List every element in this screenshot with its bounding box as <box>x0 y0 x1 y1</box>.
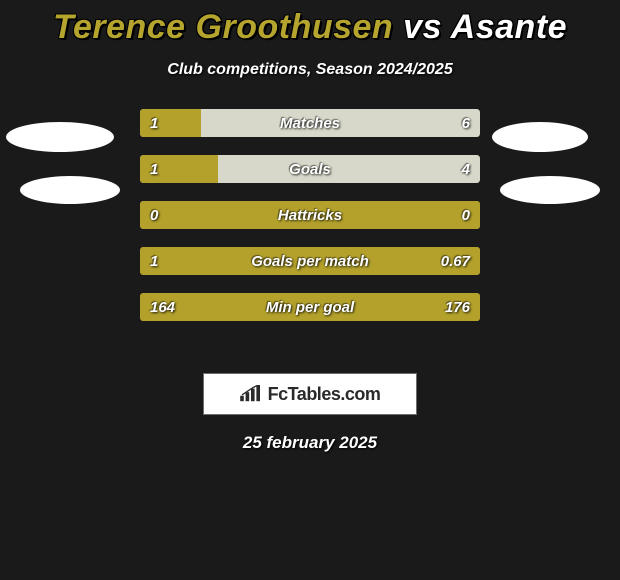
subtitle: Club competitions, Season 2024/2025 <box>0 61 620 79</box>
player2-flag-placeholder <box>500 176 600 204</box>
comparison-title: Terence Groothusen vs Asante <box>0 0 620 51</box>
stat-row: 1Matches6 <box>140 109 480 137</box>
vs-separator: vs <box>403 8 442 46</box>
stat-row: 1Goals per match0.67 <box>140 247 480 275</box>
stat-name: Matches <box>140 109 480 137</box>
stat-right-value: 0.67 <box>441 247 470 275</box>
source-logo: FcTables.com <box>203 373 417 415</box>
snapshot-date: 25 february 2025 <box>0 433 620 453</box>
source-logo-text: FcTables.com <box>268 384 381 405</box>
stat-right-value: 0 <box>462 201 470 229</box>
player1-flag-placeholder <box>20 176 120 204</box>
stat-row: 164Min per goal176 <box>140 293 480 321</box>
stat-right-value: 176 <box>445 293 470 321</box>
stat-right-value: 6 <box>462 109 470 137</box>
stat-name: Goals per match <box>140 247 480 275</box>
stat-name: Min per goal <box>140 293 480 321</box>
player1-photo-placeholder <box>6 122 114 152</box>
stat-name: Hattricks <box>140 201 480 229</box>
player2-name: Asante <box>451 8 567 46</box>
stat-name: Goals <box>140 155 480 183</box>
stat-rows: 1Matches6 1Goals4 0Hattricks0 1Goals per ma… <box>140 109 480 339</box>
stat-row: 1Goals4 <box>140 155 480 183</box>
stat-right-value: 4 <box>462 155 470 183</box>
fctables-chart-icon <box>240 385 262 403</box>
player2-photo-placeholder <box>492 122 588 152</box>
player1-name: Terence Groothusen <box>53 8 393 46</box>
stat-row: 0Hattricks0 <box>140 201 480 229</box>
comparison-chart: 1Matches6 1Goals4 0Hattricks0 1Goals per ma… <box>0 109 620 359</box>
